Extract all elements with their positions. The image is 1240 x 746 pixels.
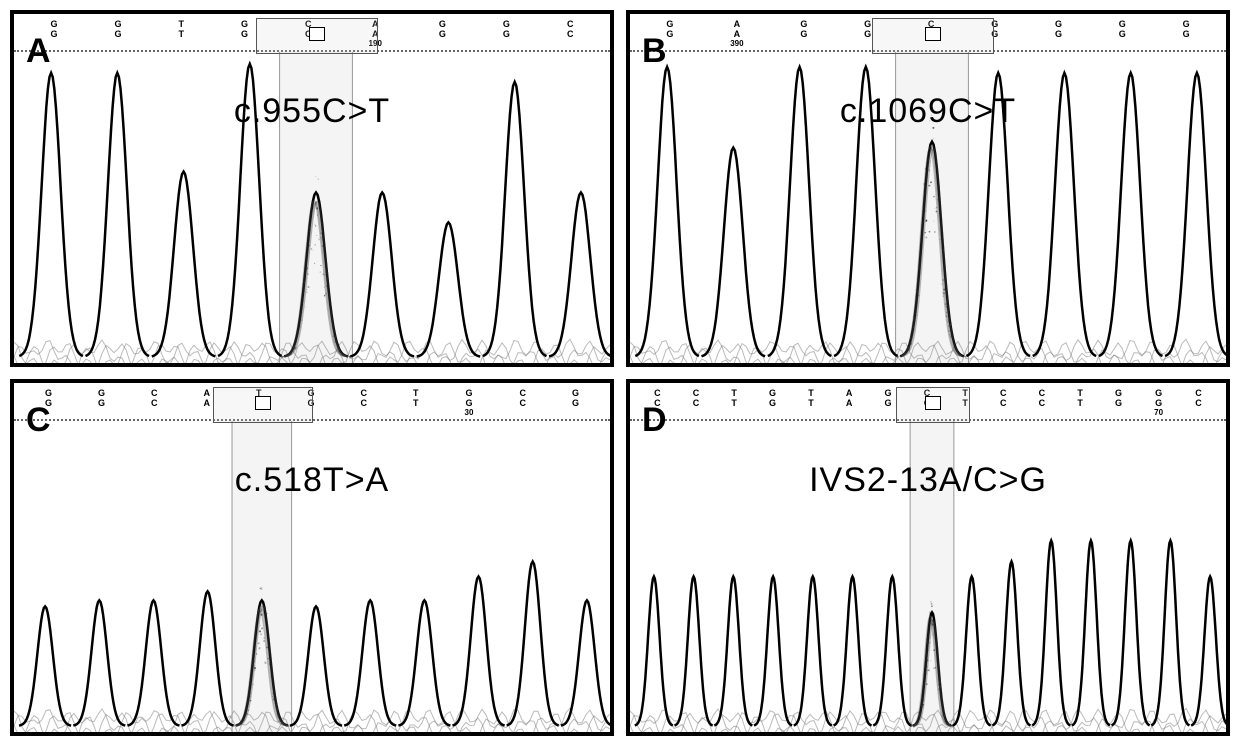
panel-label: D	[642, 401, 667, 440]
mutation-label: c.1069C>T	[840, 92, 1016, 131]
base-label: TT	[413, 389, 419, 409]
base-label: CC	[567, 20, 574, 40]
base-label: GG	[1115, 389, 1122, 409]
panel-a: Ac.955C>TGGGGTTGGCCAA190GGGGCC	[10, 10, 614, 367]
base-label: CC	[1000, 389, 1007, 409]
base-label: GG	[1055, 20, 1062, 40]
trace-peak	[992, 562, 1030, 726]
panel-label: C	[26, 401, 51, 440]
base-label: TT	[731, 389, 737, 409]
trace-peak	[19, 73, 83, 356]
trace-peak	[768, 67, 832, 356]
trace-peak	[714, 577, 752, 726]
mutation-header-highlight	[256, 18, 377, 54]
base-label: GG	[666, 20, 673, 40]
mutation-label: c.955C>T	[234, 92, 390, 131]
trace-peak	[507, 562, 559, 726]
trace-peak	[873, 577, 911, 726]
trace-peak	[1112, 541, 1150, 726]
base-label: AA	[846, 389, 853, 409]
base-label: CC	[151, 389, 158, 409]
mutation-label: IVS2-13A/C>G	[809, 461, 1047, 500]
base-label: GG	[439, 20, 446, 40]
base-label: GG	[572, 389, 579, 409]
base-label: GG30	[465, 389, 474, 418]
base-label: AA390	[730, 20, 743, 49]
base-label: GG	[51, 20, 58, 40]
trace-peak	[86, 73, 150, 356]
base-label: GG	[115, 20, 122, 40]
base-label: CC	[693, 389, 700, 409]
trace-peak	[561, 600, 610, 725]
trace-peak	[635, 67, 699, 356]
base-label: CC	[1039, 389, 1046, 409]
base-label: CC	[361, 389, 368, 409]
base-label: AA	[204, 389, 211, 409]
trace-peak	[127, 600, 179, 725]
trace-peak	[549, 193, 610, 357]
base-label: GG	[241, 20, 248, 40]
trace-peak	[453, 577, 505, 726]
trace-peak	[1151, 541, 1189, 726]
base-label: GG	[1183, 20, 1190, 40]
trace-peak	[73, 600, 125, 725]
base-label: GG	[885, 389, 892, 409]
trace-peak	[1032, 541, 1070, 726]
base-label: TT	[1077, 389, 1083, 409]
trace-peak	[1099, 73, 1163, 356]
mutation-label: c.518T>A	[235, 461, 389, 500]
trace-peak	[1191, 577, 1226, 726]
trace-peak	[182, 591, 234, 725]
trace-peak	[152, 172, 216, 357]
panel-b: Bc.1069C>TGGAA390GGGGCCGGGGGGGG	[626, 10, 1230, 367]
trace-peak	[344, 600, 396, 725]
trace-peak	[754, 577, 792, 726]
base-label: GG	[503, 20, 510, 40]
trace-peak	[834, 577, 872, 726]
trace-peak	[290, 606, 342, 725]
base-label: GG70	[1154, 389, 1163, 418]
trace-peak	[398, 600, 450, 725]
base-label: TT	[808, 389, 814, 409]
trace-peak	[19, 606, 71, 725]
trace-peak	[702, 148, 766, 357]
base-label: TT	[179, 20, 185, 40]
trace-peak	[953, 577, 991, 726]
trace-peak	[675, 577, 713, 726]
trace-peak	[417, 222, 481, 356]
mutation-header-highlight	[213, 387, 313, 423]
panel-c: Cc.518T>AGGGGCCAATTGGCCTTGG30CCGG	[10, 379, 614, 736]
trace-peak	[635, 577, 673, 726]
trace-peak	[1072, 541, 1110, 726]
trace-peak	[483, 82, 547, 356]
base-label: GG	[800, 20, 807, 40]
base-label: GG	[98, 389, 105, 409]
base-label: GG	[864, 20, 871, 40]
trace-peak	[1033, 73, 1097, 356]
base-label: CC	[1195, 389, 1202, 409]
trace-peak	[1165, 73, 1226, 356]
mutation-header-highlight	[872, 18, 993, 54]
panel-label: B	[642, 32, 667, 71]
base-label: GG	[1119, 20, 1126, 40]
trace-peak	[794, 577, 832, 726]
panel-d: DIVS2-13A/C>GCCCCTTGGTTAAGGCCTTCCCCTTGGG…	[626, 379, 1230, 736]
mutation-header-highlight	[896, 387, 970, 423]
base-label: CC	[519, 389, 526, 409]
panel-label: A	[26, 32, 51, 71]
trace-peak	[350, 193, 414, 357]
base-label: GG	[769, 389, 776, 409]
